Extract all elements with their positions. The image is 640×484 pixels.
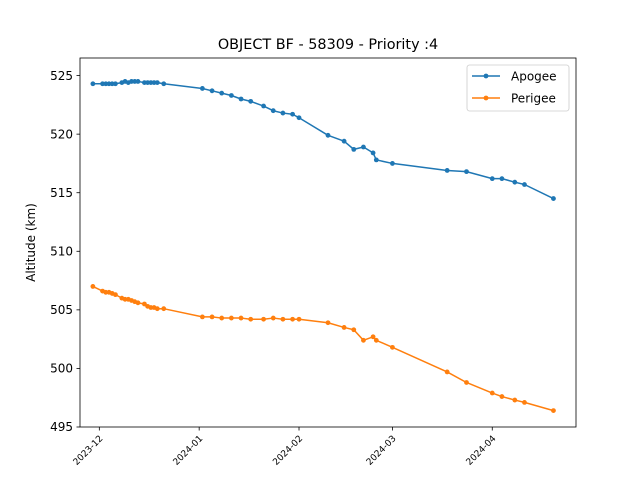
data-point-perigee-19: [209, 314, 215, 320]
axes-frame: [79, 57, 577, 428]
plot-area: [80, 58, 576, 427]
data-point-apogee-23: [248, 98, 254, 104]
data-point-apogee-42: [551, 196, 556, 201]
x-tick-label-2024-02: 2024-02: [271, 434, 305, 468]
data-point-perigee-0: [90, 284, 96, 289]
data-point-perigee-42: [551, 408, 556, 413]
data-point-apogee-21: [228, 93, 234, 98]
x-tick-label-2024-04: 2024-04: [465, 434, 499, 468]
data-point-apogee-33: [370, 150, 376, 156]
data-point-perigee-30: [341, 325, 347, 330]
data-point-apogee-29: [325, 132, 331, 138]
data-point-apogee-38: [489, 176, 495, 182]
data-point-apogee-39: [499, 176, 505, 182]
y-tick-label-500: 500: [50, 362, 73, 376]
y-tick-label-515: 515: [50, 186, 73, 200]
data-point-perigee-40: [512, 397, 518, 403]
data-point-apogee-32: [361, 144, 366, 150]
data-point-apogee-35: [390, 161, 395, 166]
data-point-perigee-26: [280, 316, 286, 322]
data-point-perigee-35: [390, 344, 395, 350]
x-tick-label-2023-12: 2023-12: [72, 434, 106, 468]
chart-legend: Apogee Perigee: [466, 64, 570, 112]
data-point-apogee-27: [290, 111, 295, 117]
data-point-perigee-39: [499, 394, 505, 399]
data-point-apogee-25: [270, 108, 276, 114]
data-point-apogee-26: [280, 110, 286, 116]
data-point-apogee-16: [154, 80, 160, 85]
data-point-perigee-41: [522, 400, 527, 405]
chart-marks: [90, 79, 556, 413]
legend-marker-apogee: [483, 73, 489, 79]
data-point-perigee-31: [351, 327, 357, 333]
data-point-apogee-36: [444, 168, 450, 173]
y-tick-label-520: 520: [50, 127, 73, 141]
data-point-apogee-30: [341, 138, 347, 144]
data-point-apogee-17: [161, 81, 167, 87]
data-point-apogee-5: [113, 81, 118, 87]
data-point-perigee-11: [135, 300, 141, 306]
data-point-apogee-34: [373, 157, 379, 163]
data-point-apogee-20: [219, 90, 225, 96]
y-tick-label-510: 510: [50, 244, 73, 258]
data-point-apogee-19: [209, 88, 215, 94]
data-point-perigee-29: [325, 320, 331, 326]
data-point-perigee-22: [238, 315, 244, 321]
legend-marker-perigee: [483, 95, 489, 101]
data-point-perigee-25: [270, 315, 276, 321]
y-tick-label-525: 525: [50, 69, 73, 83]
x-tick-label-2024-03: 2024-03: [365, 434, 399, 468]
data-point-apogee-37: [464, 169, 469, 175]
data-point-perigee-27: [290, 316, 295, 322]
data-point-apogee-41: [522, 182, 527, 187]
data-point-perigee-23: [248, 316, 254, 322]
y-tick-label-505: 505: [50, 303, 73, 317]
data-point-perigee-38: [489, 390, 495, 396]
data-point-apogee-24: [261, 103, 266, 109]
data-point-perigee-17: [161, 306, 167, 312]
data-point-perigee-33: [370, 334, 376, 340]
y-axis-label: Altitude (km): [24, 203, 38, 282]
data-point-apogee-11: [135, 79, 141, 84]
data-point-apogee-28: [296, 115, 302, 121]
data-point-apogee-0: [90, 81, 96, 87]
data-point-perigee-5: [113, 292, 118, 298]
data-point-apogee-40: [512, 179, 518, 185]
chart-title: OBJECT BF - 58309 - Priority :4: [218, 37, 438, 53]
data-point-perigee-32: [361, 337, 366, 343]
data-point-perigee-28: [296, 316, 302, 322]
data-point-apogee-22: [238, 96, 244, 102]
data-point-perigee-21: [228, 315, 234, 321]
data-point-apogee-31: [351, 146, 357, 152]
x-tick-label-2024-01: 2024-01: [172, 434, 206, 468]
data-point-perigee-24: [261, 316, 266, 322]
data-point-perigee-37: [464, 380, 469, 385]
legend-label-perigee: Perigee: [511, 91, 556, 105]
data-point-perigee-16: [154, 306, 160, 312]
legend-label-apogee: Apogee: [511, 69, 557, 83]
y-tick-label-495: 495: [50, 420, 73, 434]
data-point-perigee-20: [219, 315, 225, 321]
data-point-perigee-34: [373, 337, 379, 343]
data-point-perigee-36: [444, 369, 450, 375]
data-point-perigee-18: [199, 314, 205, 320]
data-point-apogee-18: [199, 86, 205, 91]
